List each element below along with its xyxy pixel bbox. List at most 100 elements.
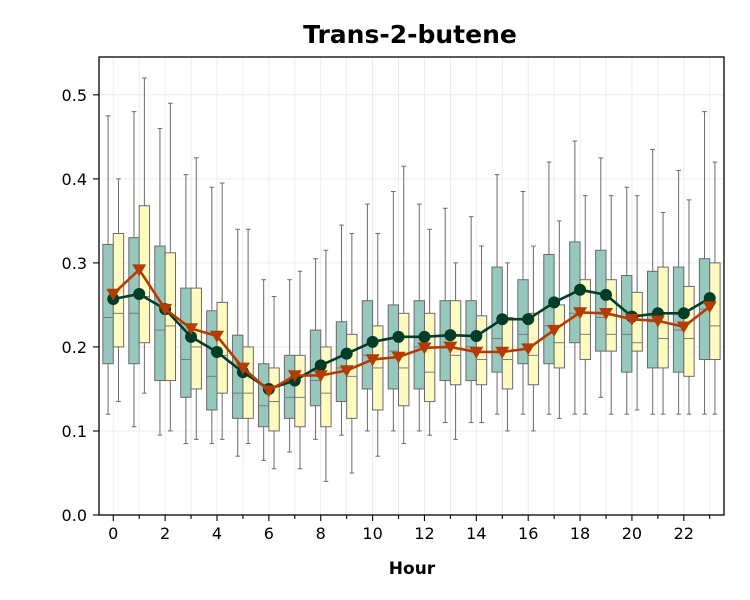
box-hour-2 [154, 127, 166, 436]
box-hour-18 [579, 195, 591, 415]
chart-title: Trans-2-butene [303, 20, 517, 49]
mean-point [106, 288, 121, 301]
box [206, 310, 218, 411]
box-hour-5 [242, 228, 254, 445]
box-hour-20 [631, 195, 643, 411]
x-tick-label: 10 [362, 524, 382, 543]
x-tick-label: 16 [518, 524, 538, 543]
mean-point [599, 308, 614, 320]
y-tick-label: 0.2 [62, 338, 87, 357]
box-hour-12 [413, 203, 425, 432]
box-hour-1 [138, 77, 151, 394]
box-hour-19 [595, 157, 607, 398]
mean-point [313, 370, 328, 383]
box-hour-8 [309, 258, 322, 440]
box-hour-6 [268, 296, 280, 470]
x-tick-label: 12 [414, 524, 434, 543]
x-tick-label: 22 [674, 524, 694, 543]
box-hour-23 [709, 161, 721, 415]
mean-line [112, 267, 711, 393]
box-hour-5 [232, 228, 244, 457]
mean-point [547, 324, 562, 337]
box [672, 266, 685, 373]
box-series [102, 77, 721, 482]
box [268, 367, 280, 432]
mean-point [495, 346, 510, 359]
mean-point [340, 347, 353, 360]
box-hour-4 [206, 186, 218, 445]
mean-point [443, 341, 458, 354]
mean-point [391, 351, 406, 364]
box-hour-16 [527, 245, 540, 432]
box-hour-11 [387, 190, 400, 432]
mean-point [522, 313, 535, 326]
mean-point [235, 362, 250, 375]
box [257, 363, 270, 428]
mean-point [261, 385, 276, 398]
mean-point [676, 321, 691, 334]
box [579, 279, 591, 361]
mean-point [650, 315, 665, 328]
mean-point [677, 307, 690, 320]
box [335, 321, 348, 403]
x-tick-label: 20 [622, 524, 642, 543]
mean-point [158, 303, 173, 316]
x-tick-label: 8 [316, 524, 326, 543]
box-hour-7 [283, 279, 296, 453]
mean-point [600, 288, 613, 301]
y-tick-label: 0.5 [62, 86, 87, 105]
mean-point [702, 301, 717, 314]
mean-point [392, 330, 405, 343]
mean-line [113, 288, 711, 391]
mean-point [185, 330, 198, 343]
box [595, 249, 607, 352]
box-hour-19 [605, 195, 617, 415]
box-hour-6 [257, 279, 270, 461]
x-tick-label: 4 [212, 524, 222, 543]
box-hour-3 [180, 174, 192, 445]
box-series-2 [112, 77, 721, 482]
x-axis: 0 2 4 6 8 10 12 14 16 18 20 22 [108, 515, 711, 543]
mean-point [133, 287, 146, 300]
x-tick-label: 2 [160, 524, 170, 543]
x-tick-label: 0 [108, 524, 118, 543]
mean-point [496, 313, 509, 326]
box [683, 285, 695, 377]
x-tick-label: 18 [570, 524, 590, 543]
box [294, 354, 306, 428]
mean-point [624, 313, 639, 326]
mean-lines [106, 264, 717, 398]
mean-point [365, 354, 380, 367]
y-tick-label: 0.3 [62, 254, 87, 273]
box-hour-4 [216, 182, 228, 440]
mean-point [418, 330, 431, 343]
mean-point [548, 296, 561, 309]
x-axis-title: Hour [389, 559, 436, 579]
box-hour-3 [190, 157, 202, 440]
box [128, 237, 140, 365]
x-tick-label: 6 [264, 524, 274, 543]
box-hour-18 [569, 140, 581, 415]
y-tick-label: 0.4 [62, 170, 87, 189]
box-hour-23 [698, 111, 711, 415]
mean-point [287, 370, 302, 383]
mean-point [470, 330, 483, 343]
mean-point [417, 342, 432, 355]
mean-point [210, 345, 223, 358]
box [423, 312, 436, 403]
box-hour-11 [398, 165, 410, 445]
box-hour-2 [164, 102, 177, 432]
box [242, 346, 254, 419]
box-hour-22 [683, 199, 695, 415]
box-hour-10 [361, 203, 374, 432]
box [553, 304, 566, 369]
box-hour-9 [335, 224, 348, 436]
box-hour-13 [439, 207, 451, 424]
mean-point [703, 292, 716, 305]
box-hour-17 [553, 220, 566, 419]
mean-point [366, 335, 379, 348]
mean-series-2 [106, 264, 717, 398]
box-hour-17 [543, 161, 555, 415]
box-hour-15 [491, 174, 503, 415]
